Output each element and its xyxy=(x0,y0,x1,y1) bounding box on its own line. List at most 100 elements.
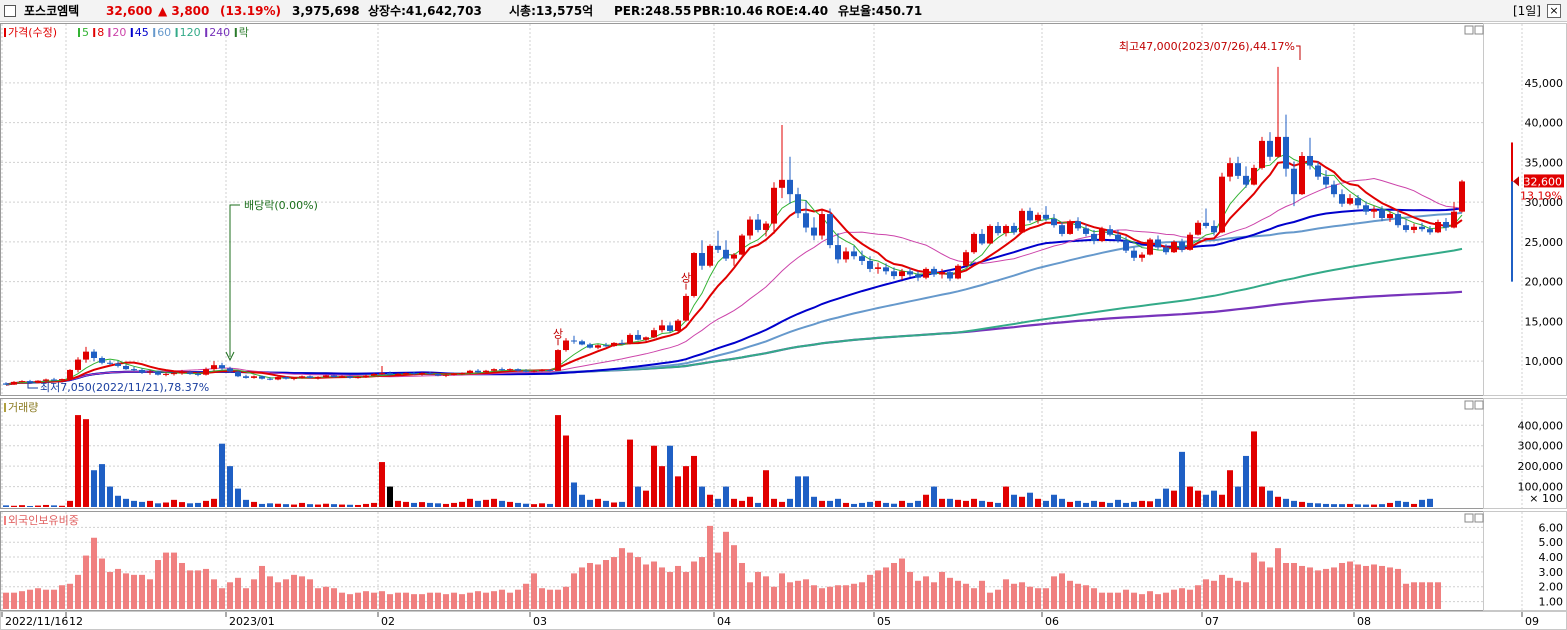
axis-frame-3 xyxy=(1483,511,1567,611)
volume-bar xyxy=(571,482,577,507)
candle xyxy=(499,369,505,371)
foreign-ratio-bar xyxy=(443,594,449,609)
foreign-ratio-bar xyxy=(683,571,689,609)
foreign-ratio-bar xyxy=(1171,589,1177,609)
volume-bar xyxy=(107,486,113,507)
annotation-low: 최저7,050(2022/11/21),78.37% xyxy=(40,381,209,394)
candle xyxy=(371,373,377,376)
foreign-ratio-bar xyxy=(179,562,185,609)
foreign-ratio-bar xyxy=(579,567,585,609)
volume-bar xyxy=(539,503,545,507)
candle xyxy=(1275,136,1281,157)
candle xyxy=(923,268,929,278)
foreign-ratio-bar xyxy=(731,545,737,609)
volume-bar xyxy=(1171,490,1177,507)
volume-bar xyxy=(1067,501,1073,507)
volume-bar xyxy=(435,503,441,507)
period-selector[interactable]: [1일] xyxy=(1512,4,1541,18)
candle xyxy=(803,213,809,228)
legend-foreign: 외국인보유비중 xyxy=(8,514,79,527)
volume-bar xyxy=(203,500,209,507)
candle xyxy=(67,369,73,380)
candle xyxy=(19,381,25,383)
foreign-ratio-bar xyxy=(939,571,945,609)
foreign-ratio-bar xyxy=(307,579,313,609)
volume-bar xyxy=(1219,494,1225,507)
foreign-ratio-bar xyxy=(371,592,377,609)
candle xyxy=(675,320,681,331)
foreign-ratio-bar xyxy=(747,582,753,609)
foreign-ratio-bar xyxy=(323,586,329,609)
foreign-ratio-bar xyxy=(1411,582,1417,609)
volume-bar xyxy=(795,476,801,507)
foreign-ratio-bar xyxy=(203,568,209,609)
foreign-ratio-bar xyxy=(1203,579,1209,609)
volume-bar xyxy=(35,505,41,507)
foreign-ratio-bar xyxy=(379,591,385,609)
candle xyxy=(147,371,153,373)
ma20-line xyxy=(5,177,1463,386)
foreign-ratio-bar xyxy=(1259,561,1265,609)
legend-swatch-volume xyxy=(4,403,6,412)
volume-bar xyxy=(1099,501,1105,507)
foreign-ratio-bar xyxy=(723,531,729,609)
market-cap: 시총:13,575억 xyxy=(509,4,594,18)
candle xyxy=(555,350,561,371)
candle xyxy=(459,373,465,375)
select-checkbox[interactable] xyxy=(4,5,16,17)
foreign-ratio-bar xyxy=(491,591,497,609)
volume-bar xyxy=(1307,502,1313,507)
candle xyxy=(1307,155,1313,166)
foreign-ratio-bar xyxy=(1323,568,1329,609)
foreign-ratio-bar xyxy=(11,592,17,609)
candle xyxy=(1003,225,1009,234)
foreign-ratio-bar xyxy=(187,570,193,609)
foreign-ratio-bar xyxy=(963,583,969,609)
candle xyxy=(947,272,953,279)
panel-close-icon-1 xyxy=(1474,25,1484,35)
foreign-ratio-bar xyxy=(1307,567,1313,609)
candle xyxy=(1115,234,1121,241)
foreign-ratio-bar xyxy=(947,577,953,609)
foreign-ratio-bar xyxy=(659,567,665,609)
foreign-ratio-bar xyxy=(51,589,57,609)
legend-item: 락 xyxy=(239,26,249,39)
volume-bar xyxy=(1235,486,1241,507)
candle xyxy=(987,225,993,244)
volume-bar xyxy=(243,499,249,507)
volume-bar xyxy=(59,505,65,507)
foreign-ratio-bar xyxy=(739,562,745,609)
candle xyxy=(451,373,457,375)
close-icon[interactable]: × xyxy=(1547,4,1561,18)
candle xyxy=(1299,155,1305,195)
volume-bar xyxy=(683,466,689,507)
volume-bar xyxy=(99,464,105,507)
volume-bar xyxy=(827,500,833,507)
candle xyxy=(891,271,897,277)
x-tick-label: 02 xyxy=(381,615,395,628)
candle xyxy=(427,373,433,375)
candle xyxy=(523,370,529,372)
volume-bar xyxy=(1083,502,1089,507)
volume-bar xyxy=(67,500,73,507)
foreign-ratio-bar xyxy=(667,571,673,609)
x-tick-label: 03 xyxy=(533,615,547,628)
volume-bar xyxy=(27,505,33,507)
volume-bar xyxy=(563,435,569,507)
candle xyxy=(1315,165,1321,177)
roe-value: ROE:4.40 xyxy=(766,4,829,18)
volume-bar xyxy=(1371,504,1377,507)
foreign-ratio-bar xyxy=(1035,588,1041,609)
candle xyxy=(1387,214,1393,219)
panel-min-icon-3 xyxy=(1464,513,1474,523)
foreign-ratio-bar xyxy=(331,588,337,609)
candle xyxy=(587,344,593,348)
y-tick-label-volume: × 100 xyxy=(1529,492,1563,505)
volume-bar xyxy=(331,504,337,507)
foreign-ratio-bar xyxy=(1059,573,1065,609)
volume-bar xyxy=(1003,486,1009,507)
candle xyxy=(91,351,97,359)
foreign-ratio-bar xyxy=(955,580,961,609)
candle xyxy=(1011,225,1017,233)
candle xyxy=(283,377,289,379)
